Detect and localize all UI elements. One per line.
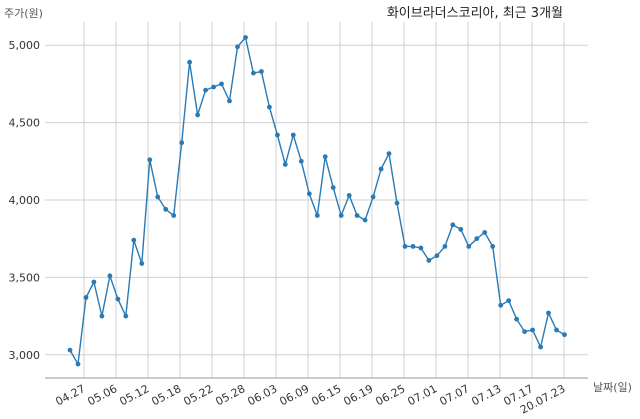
price-point [67, 347, 73, 353]
x-tick-label: 05.18 [149, 382, 183, 408]
price-point [458, 227, 464, 232]
price-point [530, 327, 535, 333]
price-point [370, 194, 376, 200]
price-point [163, 206, 169, 212]
price-point [251, 70, 256, 76]
price-point [267, 104, 272, 110]
y-tick-label: 4,000 [9, 194, 41, 207]
x-tick-label: 06.15 [309, 382, 343, 408]
price-point [546, 310, 551, 316]
price-point [115, 296, 121, 302]
x-tick-label: 05.06 [85, 382, 119, 408]
price-point [506, 298, 512, 303]
price-point [554, 327, 559, 333]
y-tick-label: 3,000 [9, 349, 41, 362]
price-point [195, 112, 201, 118]
x-tick-label: 04.27 [53, 382, 87, 408]
x-tick-label: 07.01 [405, 382, 439, 408]
price-point [171, 213, 177, 218]
price-point [538, 344, 543, 350]
price-line [69, 35, 565, 367]
price-point [107, 273, 113, 279]
price-point [442, 244, 448, 249]
price-point [259, 69, 264, 74]
x-tick-label: 05.22 [181, 382, 215, 408]
price-point [426, 258, 432, 263]
x-gridlines [83, 22, 565, 378]
x-tick-label: 05.12 [117, 382, 151, 408]
price-point [314, 213, 320, 218]
price-point [466, 244, 472, 249]
x-tick-label: 06.09 [277, 382, 311, 408]
price-point [203, 87, 209, 93]
price-point [83, 295, 89, 300]
price-point [243, 35, 248, 40]
price-point [235, 44, 240, 50]
x-tick-label: 05.28 [213, 382, 247, 408]
price-point [338, 213, 344, 218]
price-point [402, 244, 408, 249]
price-point [147, 157, 153, 163]
price-point [498, 302, 504, 308]
y-tick-labels: 3,000 3,500 4,000 4,500 5,000 [9, 39, 41, 362]
price-point [227, 98, 232, 104]
price-point [139, 261, 145, 266]
price-point [514, 316, 519, 322]
price-point [346, 193, 352, 198]
price-points [67, 35, 567, 367]
price-point [562, 332, 567, 338]
y-axis-label: 주가(원) [4, 7, 43, 20]
x-tick-label: 07.07 [437, 382, 471, 408]
y-tick-label: 3,500 [9, 271, 41, 284]
price-point [410, 244, 416, 249]
price-point [282, 162, 288, 167]
price-point [75, 361, 81, 367]
price-point [474, 236, 480, 242]
y-tick-label: 4,500 [9, 117, 41, 130]
price-point [354, 213, 360, 218]
price-point [290, 132, 296, 138]
price-point [211, 84, 217, 90]
price-point [306, 191, 312, 197]
x-tick-label: 06.19 [341, 382, 375, 408]
price-point [450, 222, 456, 228]
price-point [378, 166, 384, 172]
price-point [131, 237, 137, 243]
price-point [330, 185, 336, 191]
price-point [482, 230, 488, 235]
price-point [322, 154, 328, 160]
x-tick-labels: 04.2705.0605.1205.1805.2205.2806.0306.09… [53, 382, 567, 416]
price-point [490, 244, 496, 249]
x-axis-label: 날짜(일) [593, 380, 632, 394]
price-point [179, 140, 185, 146]
price-point [298, 158, 304, 164]
x-tick-label: 06.25 [373, 382, 407, 408]
price-point [187, 59, 193, 65]
price-point [123, 313, 129, 319]
price-point [275, 132, 280, 138]
price-point [91, 279, 97, 285]
price-point [99, 313, 105, 319]
price-point [155, 194, 161, 200]
price-point [362, 217, 368, 223]
x-tick-label: 06.03 [245, 382, 279, 408]
chart-title: 화이브라더스코리아, 최근 3개월 [387, 6, 563, 21]
price-point [522, 329, 527, 334]
y-tick-label: 5,000 [9, 39, 41, 52]
x-tick-label: 07.13 [469, 382, 503, 408]
price-point [394, 200, 400, 206]
price-point [434, 253, 440, 259]
price-point [418, 245, 424, 251]
price-point [386, 151, 392, 157]
price-point [219, 81, 224, 87]
